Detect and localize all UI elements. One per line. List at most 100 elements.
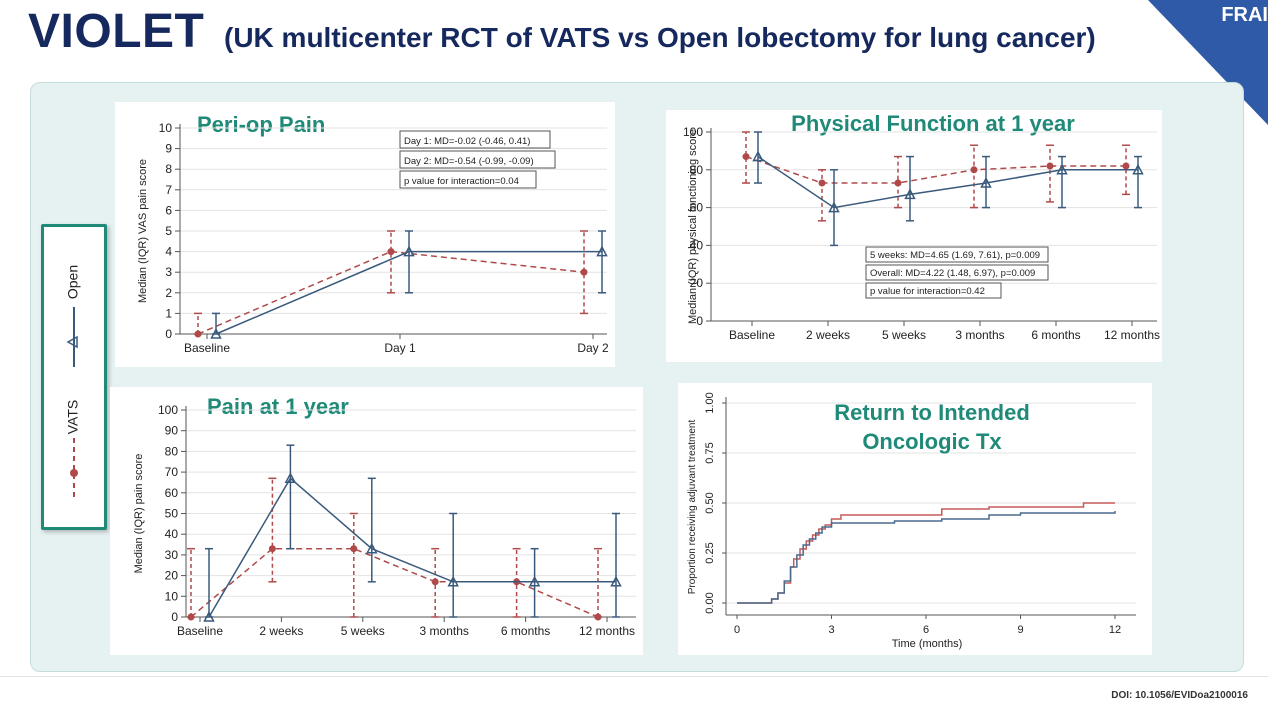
x-tick-label: 5 weeks — [882, 328, 926, 342]
y-tick-label: 0.00 — [704, 592, 716, 613]
y-axis-label: Median (IQR) pain score — [133, 454, 145, 574]
data-point-vats — [818, 179, 826, 187]
data-point-open — [980, 176, 992, 188]
y-tick-label: 3 — [165, 265, 172, 279]
legend-item-vats: VATS — [65, 400, 81, 497]
y-tick-label: 30 — [165, 548, 179, 562]
x-tick-label: 12 — [1109, 624, 1121, 636]
chart-title-line-1: Return to Intended — [834, 400, 1030, 425]
series-line-open — [757, 155, 1138, 209]
footer-divider — [0, 676, 1268, 677]
y-tick-label: 1 — [165, 306, 172, 320]
y-tick-label: 9 — [165, 142, 172, 156]
data-point-vats — [194, 330, 202, 338]
data-point-vats — [387, 248, 395, 256]
annotation-text: Day 2: MD=-0.54 (-0.99, -0.09) — [404, 156, 534, 167]
x-axis-label: Time (months) — [892, 638, 963, 650]
chart-periop-pain: Peri-op Pain Median (IQR) VAS pain score 0… — [115, 102, 615, 367]
x-tick-label: 3 — [828, 624, 834, 636]
y-tick-label: 50 — [165, 507, 179, 521]
y-axis-label: Median (IQR) VAS pain score — [137, 159, 149, 303]
annotation-box — [399, 130, 551, 149]
x-tick-label: 9 — [1017, 624, 1023, 636]
annotation-box — [399, 150, 556, 169]
data-point-open — [1132, 163, 1144, 175]
legend-svg: VATS Open — [65, 265, 81, 497]
annotation-text: p value for interaction=0.04 — [404, 176, 519, 187]
data-point-open — [904, 188, 916, 200]
y-tick-label: 10 — [159, 121, 173, 135]
km-curve-open — [737, 511, 1116, 604]
page-subtitle: (UK multicenter RCT of VATS vs Open lobe… — [224, 22, 1096, 53]
x-tick-label: 12 months — [579, 624, 635, 638]
data-point-open — [752, 150, 764, 162]
legend: VATS Open — [41, 224, 107, 530]
data-point-vats — [1122, 162, 1130, 170]
y-tick-label: 0.50 — [704, 492, 716, 513]
y-axis-label: Median (IQR) physical functioning score — [687, 129, 699, 324]
series-line-vats — [190, 547, 599, 618]
y-tick-label: 5 — [165, 224, 172, 238]
annotation-text: p value for interaction=0.42 — [870, 286, 985, 297]
x-tick-label: 3 months — [955, 328, 1004, 342]
y-tick-label: 0 — [165, 327, 172, 341]
chart-physical-function: Physical Function at 1 year Median (IQR) … — [666, 110, 1162, 362]
y-tick-label: 1.00 — [704, 392, 716, 413]
y-tick-label: 60 — [165, 486, 179, 500]
annotation-box — [399, 170, 537, 189]
x-tick-label: Day 1 — [384, 341, 416, 355]
data-point-open — [366, 542, 378, 554]
y-tick-label: 7 — [165, 183, 172, 197]
data-point-vats — [970, 166, 978, 174]
data-point-vats — [431, 578, 439, 586]
y-tick-label: 100 — [158, 403, 178, 417]
y-tick-label: 80 — [690, 163, 704, 177]
chart-title-line-2: Oncologic Tx — [862, 429, 1002, 454]
data-point-vats — [187, 613, 195, 621]
y-tick-label: 90 — [165, 424, 179, 438]
annotation-text: 5 weeks: MD=4.65 (1.69, 7.61), p=0.009 — [870, 250, 1040, 261]
chart-title: Peri-op Pain — [197, 112, 325, 137]
data-point-vats — [894, 179, 902, 187]
legend-vats-label: VATS — [65, 400, 81, 435]
data-point-vats — [350, 545, 358, 553]
data-point-vats — [268, 545, 276, 553]
y-tick-label: 0.25 — [704, 542, 716, 563]
page-title: VIOLET — [28, 5, 205, 58]
pain-1-year-svg: Pain at 1 year Median (IQR) pain score 0 10… — [133, 394, 636, 638]
y-tick-label: 2 — [165, 286, 172, 300]
y-tick-label: 20 — [690, 276, 704, 290]
y-tick-label: 40 — [165, 527, 179, 541]
legend-open-marker — [66, 335, 78, 349]
data-point-open — [828, 201, 840, 213]
chart-title: Pain at 1 year — [207, 394, 349, 419]
data-point-open — [596, 245, 608, 257]
y-axis-label: Proportion receiving adjuvant treatment — [687, 420, 698, 595]
y-tick-label: 10 — [165, 589, 179, 603]
x-tick-label: Day 2 — [577, 341, 609, 355]
annotation-box — [865, 246, 1049, 263]
x-tick-label: Baseline — [729, 328, 775, 342]
x-tick-label: 6 — [923, 624, 929, 636]
x-tick-label: 6 months — [501, 624, 550, 638]
x-tick-label: 3 months — [420, 624, 469, 638]
x-tick-label: 12 months — [1104, 328, 1160, 342]
y-tick-label: 8 — [165, 162, 172, 176]
data-point-open — [528, 575, 541, 587]
corner-label: FRAI — [1221, 4, 1268, 26]
annotation-text: Overall: MD=4.22 (1.48, 6.97), p=0.009 — [870, 268, 1035, 279]
data-point-open — [210, 327, 222, 339]
chart-return-oncologic: 0.00 0.25 0.50 0.75 1.00 0 3 6 9 12 Time (months) P… — [678, 383, 1152, 655]
data-point-open — [610, 575, 622, 587]
annotation-box — [865, 264, 1049, 281]
y-tick-label: 0 — [171, 610, 178, 624]
x-tick-label: 6 months — [1031, 328, 1080, 342]
y-tick-label: 70 — [165, 465, 179, 479]
y-tick-label: 6 — [165, 203, 172, 217]
data-point-open — [284, 472, 297, 484]
legend-open-label: Open — [65, 265, 81, 299]
data-point-vats — [1046, 162, 1054, 170]
y-tick-label: 60 — [690, 201, 704, 215]
legend-item-open: Open — [65, 265, 81, 367]
y-tick-label: 100 — [683, 125, 703, 139]
